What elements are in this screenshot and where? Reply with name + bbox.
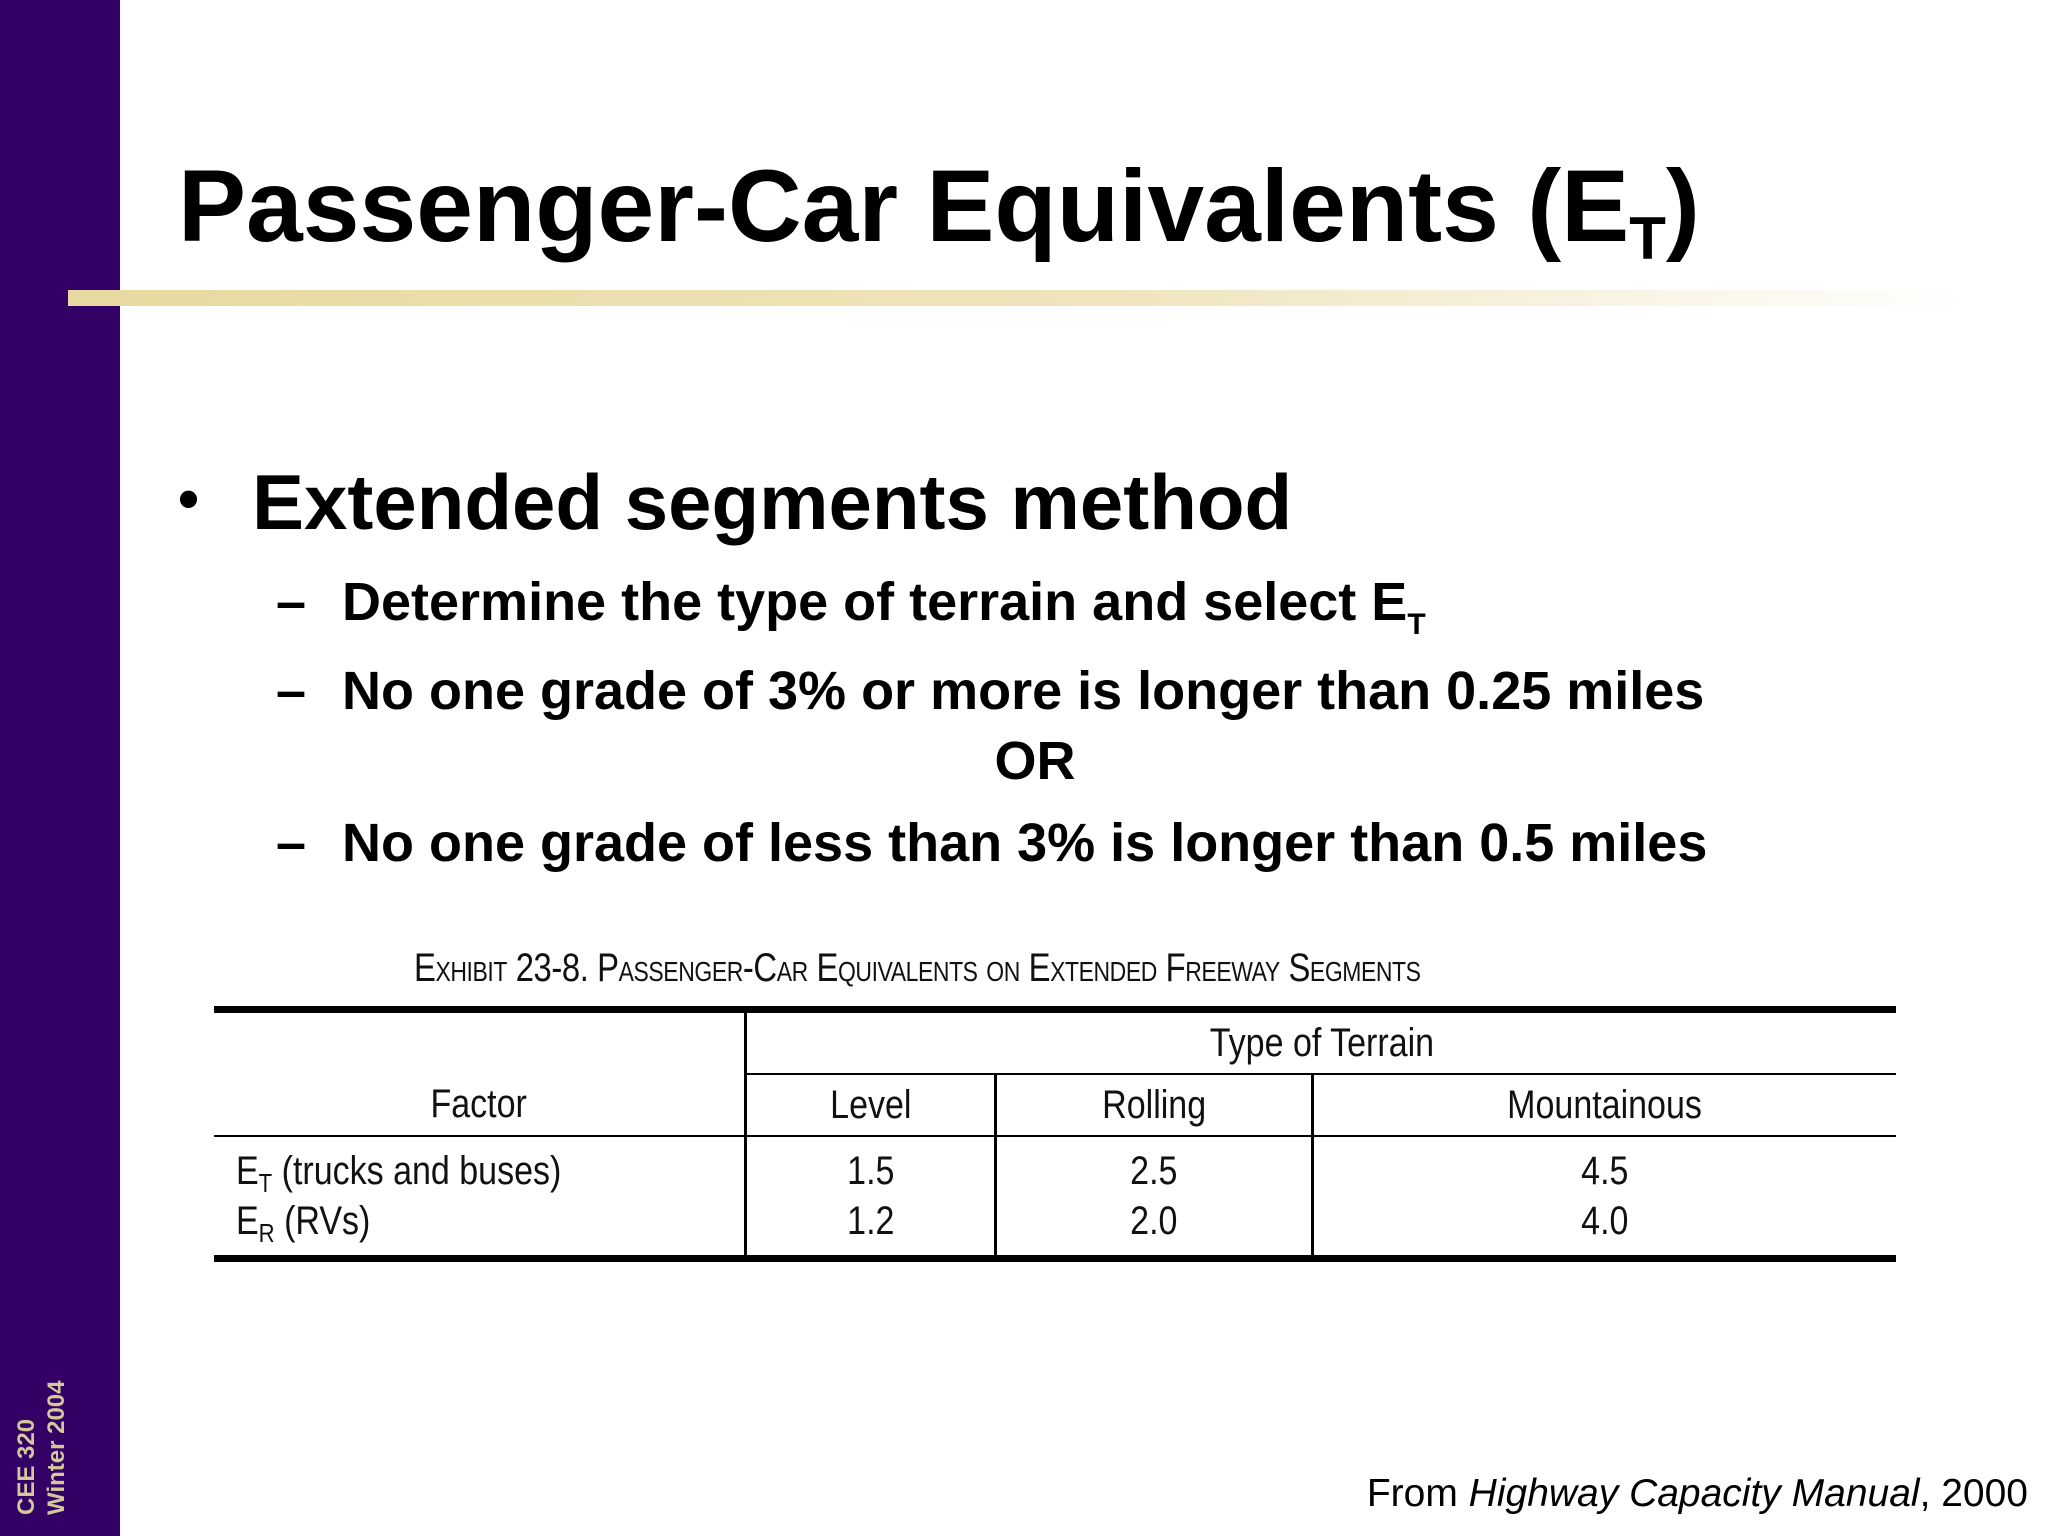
factor-subscript: R [258, 1218, 275, 1248]
sub-bullet-text: No one grade of 3% or more is longer tha… [342, 661, 1705, 721]
column-header-rolling: Rolling [993, 1074, 1313, 1137]
value-er-rolling: 2.0 [1130, 1199, 1178, 1243]
title-close: ) [1665, 149, 1700, 263]
factor-subscript: T [258, 1168, 273, 1198]
title-text: Passenger-Car Equivalents (E [178, 149, 1630, 263]
or-separator: OR [994, 731, 1076, 791]
sub-bullet-text: Determine the type of terrain and select… [342, 572, 1408, 632]
source-prefix: From [1366, 1472, 1469, 1515]
factor-trucks-buses: ET (trucks and buses) [236, 1146, 744, 1196]
sub-bullet-subscript: T [1407, 608, 1426, 641]
title-subscript: T [1629, 205, 1666, 272]
title-underline [68, 290, 1968, 306]
bullet-text: Extended segments method [252, 458, 1293, 546]
factor-symbol: E [236, 1199, 259, 1243]
sub-bullet-terrain: – Determine the type of terrain and sele… [276, 572, 1426, 639]
column-header-level: Level [744, 1074, 996, 1137]
source-title: Highway Capacity Manual [1468, 1472, 1920, 1515]
value-et-rolling: 2.5 [1130, 1149, 1178, 1193]
column-label: Mountainous [1507, 1082, 1703, 1127]
value-er-level: 1.2 [846, 1199, 894, 1243]
factor-header: Factor [214, 1009, 746, 1137]
column-label: Rolling [1101, 1082, 1206, 1127]
sub-bullet-text: No one grade of less than 3% is longer t… [342, 813, 1708, 873]
sub-bullet-grade-less-3-percent: – No one grade of less than 3% is longer… [276, 813, 1708, 873]
slide-title: Passenger-Car Equivalents (ET) [178, 149, 1700, 269]
exhibit-caption: Exhibit 23-8. Passenger-Car Equivalents … [414, 946, 1523, 991]
table-header-row-2: Level Rolling Mountainous [214, 1074, 1896, 1137]
factor-header-label: Factor [430, 1082, 528, 1126]
terrain-group-header: Type of Terrain [744, 1009, 1896, 1075]
pce-table: Factor Type of Terrain Level Rolling Mou… [214, 1006, 1896, 1262]
table-body-row: ET (trucks and buses) ER (RVs) 1.5 1.2 2… [214, 1136, 1896, 1259]
value-et-level: 1.5 [846, 1149, 894, 1193]
table-header-row-1: Factor Type of Terrain [214, 1009, 1896, 1137]
column-header-mountainous: Mountainous [1310, 1074, 1896, 1137]
value-et-mountainous: 4.5 [1581, 1149, 1629, 1193]
exhibit-number: Exhibit 23-8. [414, 946, 589, 990]
dash: – [276, 661, 307, 721]
bullet-dot: • [178, 465, 200, 532]
course-term: Winter 2004 [43, 1380, 70, 1515]
factor-description: (trucks and buses) [272, 1149, 562, 1193]
column-label: Level [829, 1082, 911, 1127]
dash: – [276, 572, 307, 632]
sub-bullet-grade-3-percent: – No one grade of 3% or more is longer t… [276, 661, 1705, 721]
source-citation: From Highway Capacity Manual, 2000 [1367, 1472, 2028, 1516]
value-er-mountainous: 4.0 [1581, 1199, 1629, 1243]
exhibit-title: Passenger-Car Equivalents on Extended Fr… [597, 946, 1421, 990]
mountainous-values: 4.5 4.0 [1310, 1136, 1896, 1259]
factor-rvs: ER (RVs) [236, 1196, 744, 1246]
factor-description: (RVs) [274, 1199, 371, 1243]
dash: – [276, 813, 307, 873]
bullet-extended-segments: • Extended segments method [178, 458, 1293, 546]
rolling-values: 2.5 2.0 [993, 1136, 1313, 1259]
course-label: CEE 320 Winter 2004 [12, 1380, 72, 1515]
source-year: , 2000 [1919, 1472, 2028, 1515]
sidebar-band: CEE 320 Winter 2004 [0, 0, 120, 1536]
factor-cell: ET (trucks and buses) ER (RVs) [214, 1136, 746, 1259]
level-values: 1.5 1.2 [744, 1136, 996, 1259]
course-code: CEE 320 [13, 1418, 40, 1515]
terrain-group-label: Type of Terrain [1209, 1020, 1434, 1065]
factor-symbol: E [236, 1149, 259, 1193]
